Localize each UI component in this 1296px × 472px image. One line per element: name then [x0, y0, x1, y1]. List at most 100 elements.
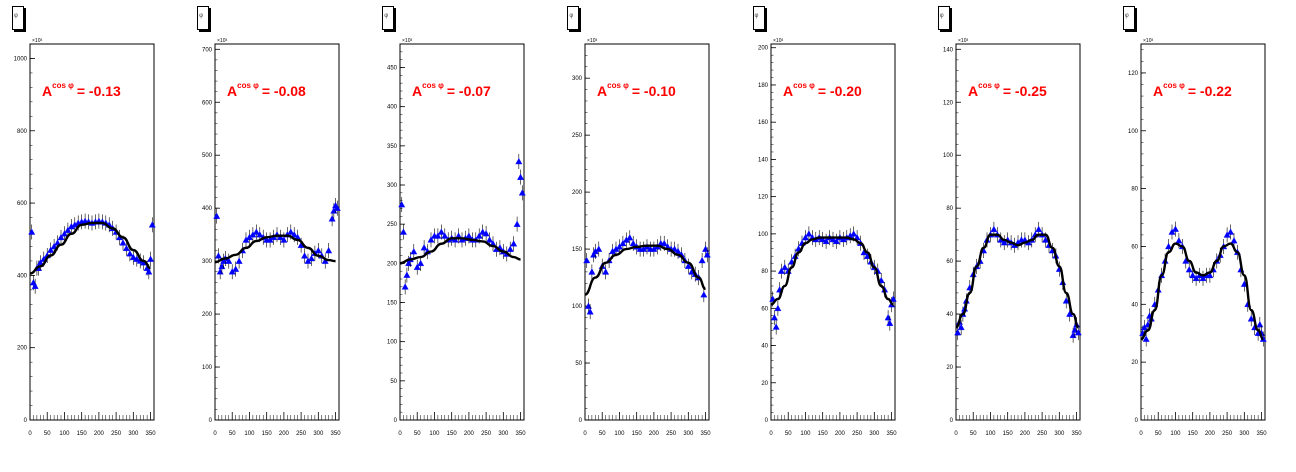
- data-point: [1041, 236, 1049, 243]
- x-tick-label: 0: [584, 431, 588, 437]
- data-point: [47, 246, 55, 253]
- data-point: [119, 239, 127, 246]
- x-tick-label: 50: [414, 431, 421, 437]
- data-point: [50, 242, 58, 250]
- data-point: [770, 314, 778, 321]
- y-exponent-label: ×10³: [587, 38, 597, 44]
- data-point: [884, 314, 892, 321]
- data-point: [588, 268, 596, 275]
- annotation-base: A: [1153, 83, 1163, 99]
- data-point: [804, 230, 812, 237]
- y-exponent-label: ×10³: [1143, 38, 1153, 44]
- data-point: [510, 240, 518, 247]
- chart-panel-7: φ 0 20 40 60 80 100 120 0 50 100 150 200 250 300 350 ×10…: [1111, 0, 1291, 472]
- x-tick-label: 250: [1037, 431, 1048, 437]
- stat-box-label: φ: [199, 13, 204, 19]
- stat-box: φ: [197, 6, 210, 30]
- x-tick-label: 350: [701, 431, 712, 437]
- y-tick-label: 120: [1128, 71, 1139, 77]
- data-point: [441, 232, 449, 239]
- chart-panel-6: φ 0 20 40 60 80 100 120 140 0 50 100 150 200 250 300 350…: [926, 0, 1106, 472]
- stat-box: φ: [752, 6, 765, 30]
- data-point: [517, 173, 525, 180]
- y-tick-label: 700: [202, 47, 213, 53]
- x-tick-label: 200: [1020, 431, 1031, 437]
- stat-box: φ: [12, 6, 24, 30]
- y-tick-label: 40: [946, 312, 953, 318]
- y-tick-label: 40: [1131, 302, 1138, 308]
- y-tick-label: 80: [946, 206, 953, 212]
- data-point: [832, 237, 840, 245]
- y-tick-label: 0: [1134, 418, 1138, 424]
- y-tick-label: 300: [202, 259, 213, 265]
- x-tick-label: 0: [399, 431, 403, 437]
- data-point: [398, 201, 406, 208]
- chart-svg: 0 50 100 150 200 250 300 350 400 450 0 50 100 150 200 2…: [387, 38, 526, 437]
- y-tick-label: 20: [761, 381, 768, 387]
- y-tick-label: 300: [387, 183, 398, 189]
- x-tick-label: 250: [111, 431, 122, 437]
- stat-box-label: φ: [569, 13, 574, 19]
- x-tick-label: 300: [313, 431, 324, 437]
- y-tick-label: 150: [572, 247, 583, 253]
- data-point: [325, 247, 333, 254]
- annotation-base: A: [968, 83, 978, 99]
- data-point: [1062, 297, 1070, 304]
- fit-curve: [584, 244, 707, 296]
- asymmetry-annotation: Acos φ = -0.20: [783, 81, 862, 99]
- data-point: [953, 329, 961, 336]
- data-point: [147, 255, 155, 262]
- plot-frame: [955, 43, 1081, 421]
- y-tick-label: 400: [17, 273, 28, 279]
- chart-svg: 0 50 100 150 200 250 300 0 50 100 150 200 250 300 350 ×…: [572, 38, 712, 437]
- data-point: [619, 239, 627, 247]
- data-point: [829, 235, 837, 243]
- y-exponent-label: ×10³: [773, 38, 783, 44]
- data-point: [773, 304, 781, 312]
- data-point: [328, 215, 336, 222]
- data-point: [465, 232, 473, 239]
- data-point: [427, 236, 435, 243]
- y-tick-label: 300: [572, 76, 583, 82]
- x-tick-label: 250: [1222, 431, 1233, 437]
- data-point: [957, 323, 965, 331]
- annotation-base: A: [412, 83, 422, 99]
- x-tick-label: 50: [1155, 431, 1162, 437]
- x-tick-label: 0: [1139, 431, 1143, 437]
- y-exponent-label: ×10³: [217, 38, 227, 44]
- asymmetry-annotation: Acos φ = -0.08: [227, 81, 306, 99]
- chart-svg: 0 20 40 60 80 100 120 140 0 50 100 150 200 250 300 350 ×…: [943, 38, 1082, 437]
- y-tick-label: 0: [579, 418, 583, 424]
- data-point: [889, 295, 897, 302]
- data-point: [414, 263, 421, 270]
- data-point: [818, 235, 826, 243]
- data-point: [780, 263, 788, 271]
- y-tick-label: 140: [943, 47, 954, 53]
- data-point: [1206, 271, 1214, 279]
- data-point: [1175, 237, 1183, 244]
- x-tick-label: 50: [44, 431, 51, 437]
- annotation-superscript: cos φ: [793, 81, 815, 90]
- asymmetry-annotation: Acos φ = -0.22: [1153, 81, 1232, 99]
- y-tick-label: 200: [202, 312, 213, 318]
- y-tick-label: 60: [1131, 244, 1138, 250]
- x-tick-label: 300: [499, 431, 510, 437]
- y-tick-label: 80: [1131, 187, 1138, 193]
- data-point: [700, 291, 708, 298]
- x-tick-label: 200: [464, 431, 475, 437]
- data-point: [1189, 271, 1196, 279]
- data-point: [699, 256, 706, 264]
- fit-curve: [400, 237, 521, 265]
- annotation-superscript: cos φ: [237, 81, 259, 90]
- y-exponent-label: ×10³: [402, 38, 412, 44]
- data-point: [290, 231, 298, 238]
- y-tick-label: 120: [758, 195, 769, 201]
- data-point: [515, 157, 523, 165]
- data-point: [704, 251, 712, 258]
- data-point: [990, 225, 998, 233]
- x-tick-label: 350: [886, 431, 897, 437]
- y-tick-label: 0: [209, 418, 213, 424]
- data-point: [215, 252, 223, 259]
- asymmetry-annotation: Acos φ = -0.13: [42, 81, 121, 99]
